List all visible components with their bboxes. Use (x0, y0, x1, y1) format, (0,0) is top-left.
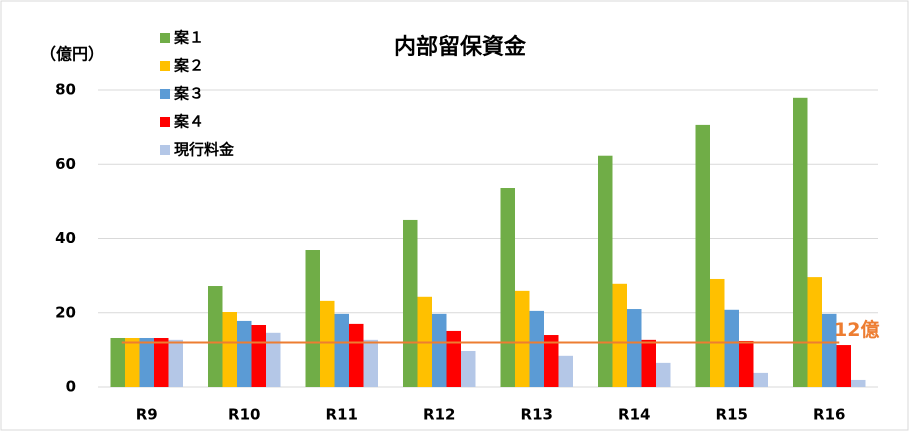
bar (363, 339, 378, 387)
bar (558, 355, 573, 387)
bar (515, 290, 530, 387)
bar (500, 188, 515, 387)
bar (251, 325, 266, 387)
y-axis-label: （億円） (40, 45, 104, 64)
x-tick-label: R14 (618, 406, 650, 424)
bar (168, 339, 183, 387)
reference-label: 12億 (834, 318, 879, 341)
bar (305, 250, 320, 387)
bar (807, 277, 822, 387)
y-tick-label: 60 (55, 155, 76, 173)
bar (724, 309, 739, 387)
x-tick-label: R12 (423, 406, 455, 424)
bar (836, 345, 851, 387)
legend-label: 案４ (173, 113, 204, 131)
bar (529, 310, 544, 387)
bar (627, 309, 642, 387)
bar (822, 313, 837, 387)
bar (208, 286, 223, 387)
bar (432, 313, 447, 387)
bar (334, 313, 349, 387)
bar (739, 340, 754, 387)
bar (461, 350, 476, 387)
bar (695, 124, 710, 388)
legend-swatch (160, 33, 170, 43)
bar (446, 330, 461, 387)
bar (125, 337, 140, 387)
x-tick-label: R10 (228, 406, 260, 424)
bar (656, 362, 671, 387)
x-tick-label: R11 (326, 406, 358, 424)
bar (793, 97, 808, 387)
bar (544, 335, 559, 387)
legend-label: 案２ (173, 57, 204, 75)
bar (598, 155, 613, 387)
x-tick-label: R15 (716, 406, 748, 424)
y-tick-label: 80 (55, 81, 76, 99)
y-tick-label: 0 (66, 378, 76, 396)
bar (612, 283, 627, 387)
bar (222, 312, 237, 387)
legend-swatch (160, 145, 170, 155)
bar (237, 320, 252, 387)
x-tick-label: R9 (136, 406, 158, 424)
bar (266, 332, 281, 387)
bar (753, 372, 768, 387)
bar (851, 379, 866, 387)
bar (320, 300, 335, 387)
legend-label: 案３ (173, 85, 204, 103)
legend-swatch (160, 61, 170, 71)
legend-label: 案１ (173, 29, 204, 47)
x-tick-label: R16 (813, 406, 845, 424)
legend-label: 現行料金 (174, 141, 235, 159)
x-tick-label: R13 (521, 406, 553, 424)
bar (139, 337, 154, 387)
bar (403, 219, 418, 387)
bar (110, 337, 125, 387)
bar (154, 337, 169, 387)
bar (710, 278, 725, 387)
chart-title: 内部留保資金 (394, 34, 527, 60)
y-tick-label: 40 (55, 229, 76, 247)
legend-swatch (160, 117, 170, 127)
legend-swatch (160, 89, 170, 99)
bar (349, 323, 364, 387)
y-tick-label: 20 (55, 303, 76, 321)
bar (641, 339, 656, 387)
